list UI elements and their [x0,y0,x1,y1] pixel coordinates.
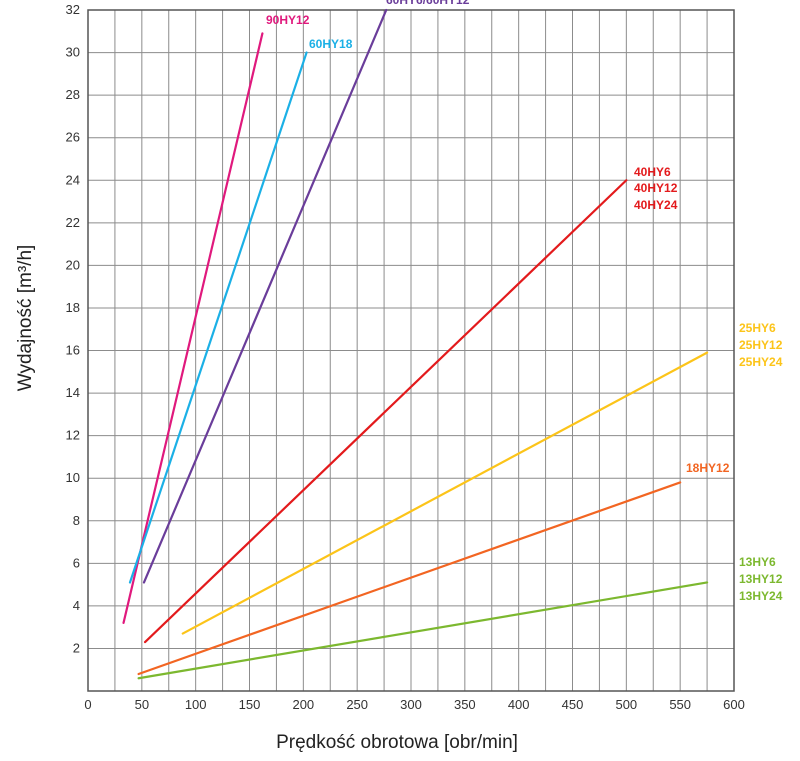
y-tick-label: 6 [73,555,80,570]
y-tick-label: 16 [66,343,80,358]
y-tick-label: 2 [73,640,80,655]
x-tick-label: 600 [723,697,745,712]
y-tick-label: 30 [66,45,80,60]
series-label: 13HY24 [739,589,783,603]
series-label: 13HY12 [739,572,783,586]
x-tick-label: 350 [454,697,476,712]
x-axis-title: Prędkość obrotowa [obr/min] [276,732,518,753]
x-tick-label: 550 [669,697,691,712]
y-tick-label: 24 [66,172,80,187]
y-tick-label: 28 [66,87,80,102]
plot-frame [87,9,735,692]
series-label: 13HY6 [739,555,776,569]
series-label: 25HY12 [739,338,783,352]
y-tick-label: 10 [66,470,80,485]
series-label: 40HY24 [634,198,678,212]
y-axis-title: Wydajność [m³/h] [15,245,36,392]
series-label: 60HY6/60HY12 [386,0,470,7]
x-tick-label: 0 [84,697,91,712]
series-line-40hy6-40hy12-40hy24 [143,179,628,644]
x-tick-label: 250 [346,697,368,712]
y-tick-label: 14 [66,385,80,400]
series-line-90hy12 [122,32,264,625]
x-tick-label: 450 [562,697,584,712]
x-tick-label: 50 [135,697,149,712]
x-tick-label: 100 [185,697,207,712]
y-tick-label: 26 [66,130,80,145]
x-tick-label: 400 [508,697,530,712]
series-label: 60HY18 [309,37,353,51]
x-tick-label: 300 [400,697,422,712]
x-tick-label: 500 [615,697,637,712]
y-tick-label: 18 [66,300,80,315]
series-labels: 90HY12 60HY18 60HY6/60HY12 40HY6 40HY12 40HY2… [266,0,783,603]
series-label: 25HY6 [739,321,776,335]
series-line-60hy6-60hy12 [142,8,388,584]
y-tick-label: 8 [73,513,80,528]
series-line-13hy6-13hy12-13hy24 [137,581,709,680]
series-label: 40HY12 [634,181,678,195]
series-lines [122,8,709,680]
y-tick-label: 12 [66,428,80,443]
axes: 0 50 100 150 200 250 300 350 400 450 500 550 6002468… [66,2,745,712]
series-label: 90HY12 [266,13,310,27]
series-label: 25HY24 [739,355,783,369]
x-tick-label: 200 [292,697,314,712]
y-tick-label: 20 [66,257,80,272]
x-tick-label: 150 [239,697,261,712]
series-line-25hy6-25hy12-25hy24 [181,351,709,635]
y-tick-label: 4 [73,598,80,613]
series-line-60hy18 [128,51,308,584]
series-label: 40HY6 [634,165,671,179]
series-label: 18HY12 [686,461,730,475]
y-tick-label: 32 [66,2,80,17]
grid [87,9,735,692]
y-tick-label: 22 [66,215,80,230]
series-line-18hy12 [137,481,682,676]
